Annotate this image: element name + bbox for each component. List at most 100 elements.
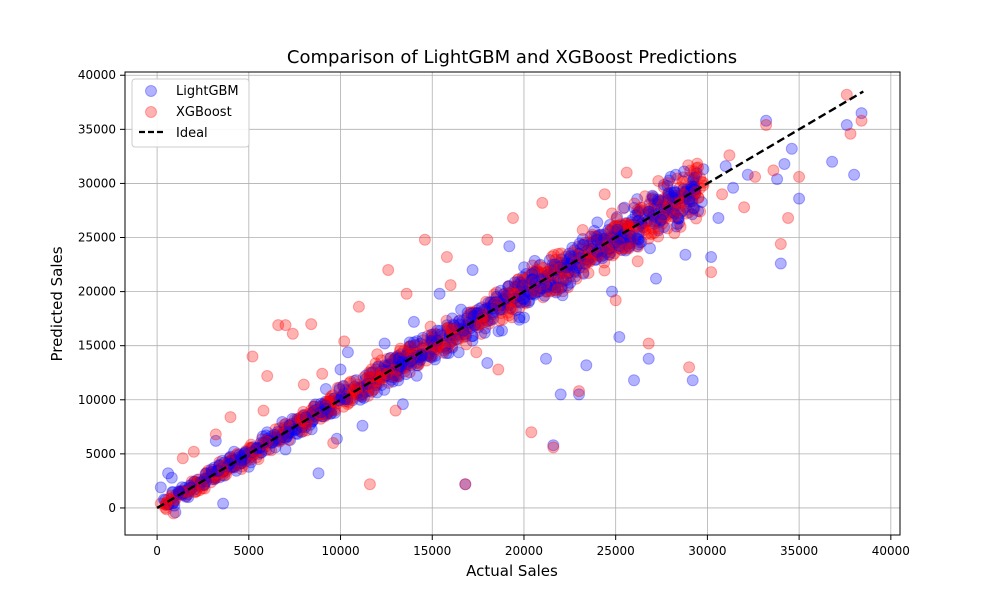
point-lightgbm [623,240,636,253]
point-lightgbm [597,249,610,261]
point-lightgbm [624,233,637,246]
point-xgboost [418,233,431,246]
point-lightgbm [648,217,661,230]
point-lightgbm [544,262,557,275]
point-xgboost [225,456,238,469]
point-xgboost [545,250,558,263]
point-xgboost [428,327,441,340]
point-xgboost [552,247,565,260]
point-lightgbm [540,285,553,298]
point-lightgbm [513,311,526,324]
point-lightgbm [546,281,559,294]
point-lightgbm [452,346,465,359]
point-xgboost [518,273,531,286]
point-lightgbm [484,296,497,309]
point-xgboost [640,227,653,240]
x-tick-label: 0 [153,544,161,558]
point-lightgbm [532,266,545,279]
point-lightgbm [357,391,370,404]
point-lightgbm [408,339,421,352]
point-lightgbm [669,168,682,181]
point-xgboost [235,463,248,475]
point-lightgbm [662,203,675,216]
point-xgboost [582,267,595,279]
point-lightgbm [479,322,492,335]
series-layer [154,88,868,520]
point-lightgbm [612,220,625,232]
point-lightgbm [632,238,645,251]
x-tick-label: 15000 [413,544,451,558]
point-lightgbm [284,434,297,446]
point-xgboost [329,404,342,417]
point-xgboost [393,345,406,358]
point-lightgbm [295,416,308,428]
point-xgboost [598,188,611,201]
point-xgboost [583,254,596,267]
point-xgboost [198,482,211,495]
point-lightgbm [257,436,270,449]
point-xgboost [382,264,395,276]
point-xgboost [545,262,558,275]
point-xgboost [511,274,524,286]
point-xgboost [690,212,703,225]
point-lightgbm [172,487,185,500]
point-lightgbm [513,313,526,326]
point-xgboost [469,307,482,319]
point-xgboost [673,216,686,229]
point-lightgbm [685,195,698,208]
point-lightgbm [626,213,639,226]
point-xgboost [738,201,751,214]
point-xgboost [213,456,226,469]
point-xgboost [324,390,337,403]
point-xgboost [671,172,684,185]
point-lightgbm [478,326,491,339]
y-tick-label: 0 [108,501,116,515]
y-axis-label: Predicted Sales [48,246,66,361]
point-xgboost [261,370,274,382]
point-xgboost [481,233,494,246]
point-lightgbm [705,251,718,263]
point-xgboost [384,351,397,364]
point-lightgbm [642,352,655,365]
point-lightgbm [508,276,521,289]
point-lightgbm [560,262,573,275]
point-xgboost [459,478,472,491]
point-xgboost [580,256,593,269]
point-lightgbm [497,288,510,301]
point-lightgbm [260,429,273,442]
legend-box [131,78,250,148]
point-xgboost [308,400,321,413]
point-lightgbm [165,471,178,484]
point-xgboost [394,342,407,355]
point-xgboost [400,287,413,300]
point-lightgbm [564,250,577,262]
point-xgboost [440,314,453,327]
point-lightgbm [573,237,586,250]
point-lightgbm [646,192,659,205]
plot-frame [124,71,901,536]
point-xgboost [470,346,483,359]
legend-label-xgboost: XGBoost [176,105,232,120]
point-xgboost [174,485,187,498]
point-lightgbm [576,238,589,251]
point-xgboost [443,322,456,335]
point-lightgbm [528,266,541,279]
point-xgboost [655,194,668,207]
point-xgboost [512,273,525,286]
point-xgboost [502,309,515,322]
point-xgboost [446,334,459,347]
point-lightgbm [446,312,459,325]
point-lightgbm [225,460,238,473]
grid [125,72,900,535]
point-lightgbm [319,383,332,395]
point-lightgbm [569,270,582,283]
point-xgboost [668,227,681,240]
point-xgboost [609,219,622,232]
point-lightgbm [444,337,457,350]
point-xgboost [279,417,292,430]
point-lightgbm [239,452,251,465]
point-lightgbm [650,272,662,285]
point-xgboost [278,429,291,442]
point-xgboost [690,162,703,175]
point-lightgbm [518,261,531,274]
